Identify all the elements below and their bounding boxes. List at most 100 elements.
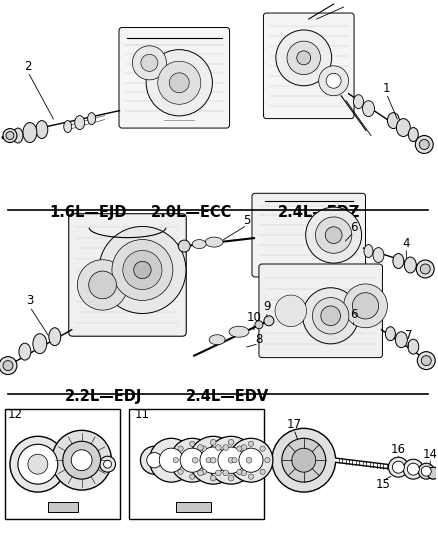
Ellipse shape [353,95,364,109]
Circle shape [215,445,221,450]
Circle shape [206,457,211,463]
Circle shape [419,140,429,149]
Circle shape [123,251,162,289]
Circle shape [303,288,359,344]
Circle shape [170,438,214,482]
Bar [176,502,211,512]
Circle shape [352,293,378,319]
Circle shape [416,260,434,278]
Circle shape [178,240,190,252]
Ellipse shape [64,120,72,133]
Circle shape [207,437,255,484]
Ellipse shape [396,119,410,136]
Circle shape [200,447,226,473]
Ellipse shape [75,116,85,130]
Circle shape [315,217,352,253]
Text: 2.4L—EDZ: 2.4L—EDZ [278,205,360,220]
Circle shape [229,438,273,482]
Ellipse shape [36,120,48,139]
Text: 17: 17 [286,418,301,431]
Circle shape [228,475,234,481]
Circle shape [10,437,66,492]
Circle shape [89,271,117,299]
Ellipse shape [393,254,404,269]
Circle shape [192,457,198,463]
Circle shape [415,135,433,154]
Circle shape [421,356,431,366]
Text: 11: 11 [135,408,150,421]
Circle shape [265,457,270,463]
Circle shape [28,454,48,474]
FancyBboxPatch shape [252,193,365,277]
Text: 15: 15 [376,478,391,490]
Bar [130,409,264,519]
Circle shape [218,447,244,473]
Circle shape [292,448,316,472]
Circle shape [147,453,162,468]
Ellipse shape [364,245,373,257]
Circle shape [420,264,430,274]
Circle shape [210,457,216,463]
Text: 1.6L—EJD: 1.6L—EJD [49,205,127,220]
Circle shape [287,41,321,75]
Text: 16: 16 [391,443,406,456]
Circle shape [223,470,229,476]
Ellipse shape [388,112,399,128]
Circle shape [237,469,242,474]
Circle shape [228,439,234,445]
Circle shape [210,475,216,481]
Circle shape [228,457,234,463]
Circle shape [189,437,237,484]
Circle shape [210,439,216,445]
Text: 10: 10 [247,311,261,324]
Circle shape [241,445,247,450]
Circle shape [52,430,112,490]
Circle shape [146,50,212,116]
Circle shape [198,470,203,476]
Circle shape [99,227,186,313]
Circle shape [255,321,263,329]
Circle shape [237,446,242,451]
Ellipse shape [33,334,47,353]
Circle shape [215,470,221,476]
Text: 2.4L—EDV: 2.4L—EDV [185,390,268,405]
Text: 8: 8 [255,333,263,346]
Circle shape [71,450,92,471]
Text: 3: 3 [26,294,34,308]
Ellipse shape [88,112,95,125]
Circle shape [3,128,17,142]
Ellipse shape [192,240,206,248]
Ellipse shape [396,332,407,348]
Circle shape [272,429,336,492]
Circle shape [248,474,254,479]
Ellipse shape [205,237,223,247]
Text: 14: 14 [423,448,438,461]
Circle shape [198,445,203,450]
Text: 6: 6 [350,308,357,321]
Circle shape [178,469,183,474]
Ellipse shape [385,327,396,341]
Text: 12: 12 [7,408,22,421]
Circle shape [170,73,189,93]
Circle shape [6,132,14,140]
Circle shape [325,227,342,244]
Ellipse shape [13,128,23,143]
Circle shape [134,261,151,279]
Circle shape [78,260,128,310]
Circle shape [232,457,237,463]
Circle shape [403,459,423,479]
Circle shape [241,470,247,476]
Text: 5: 5 [243,214,251,227]
Circle shape [201,446,206,451]
FancyBboxPatch shape [259,264,382,358]
Circle shape [260,446,265,451]
Circle shape [103,460,112,468]
Circle shape [312,297,349,334]
Circle shape [239,448,263,472]
Text: 1: 1 [383,82,390,95]
Circle shape [132,46,166,80]
Circle shape [264,316,274,326]
Circle shape [178,446,183,451]
Circle shape [407,463,419,475]
Circle shape [18,445,58,484]
